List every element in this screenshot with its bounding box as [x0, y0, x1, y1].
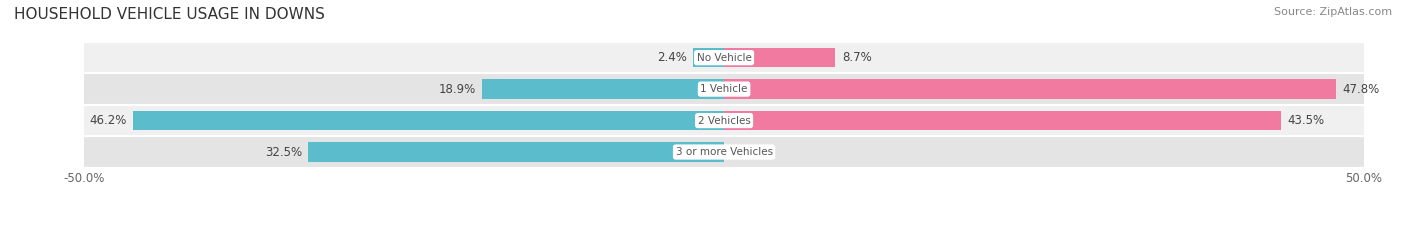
Text: 43.5%: 43.5% [1286, 114, 1324, 127]
Text: 18.9%: 18.9% [439, 83, 475, 96]
Text: 47.8%: 47.8% [1343, 83, 1379, 96]
Text: HOUSEHOLD VEHICLE USAGE IN DOWNS: HOUSEHOLD VEHICLE USAGE IN DOWNS [14, 7, 325, 22]
Bar [724, 48, 835, 67]
Text: 8.7%: 8.7% [842, 51, 872, 64]
Text: 2 Vehicles: 2 Vehicles [697, 116, 751, 126]
Legend: Owner-occupied, Renter-occupied: Owner-occupied, Renter-occupied [598, 230, 851, 233]
Bar [84, 105, 1364, 136]
Text: 32.5%: 32.5% [264, 146, 302, 158]
Bar [693, 48, 724, 67]
Text: 3 or more Vehicles: 3 or more Vehicles [675, 147, 773, 157]
Bar [482, 79, 724, 99]
Text: 0.0%: 0.0% [731, 146, 761, 158]
Text: 2.4%: 2.4% [657, 51, 688, 64]
Bar [724, 79, 1336, 99]
Bar [84, 73, 1364, 105]
Text: Source: ZipAtlas.com: Source: ZipAtlas.com [1274, 7, 1392, 17]
Text: No Vehicle: No Vehicle [696, 53, 752, 63]
Bar [308, 142, 724, 162]
Bar [84, 42, 1364, 73]
Text: 1 Vehicle: 1 Vehicle [700, 84, 748, 94]
Bar [134, 111, 724, 130]
Bar [724, 111, 1281, 130]
Text: 46.2%: 46.2% [89, 114, 127, 127]
Bar [84, 136, 1364, 168]
